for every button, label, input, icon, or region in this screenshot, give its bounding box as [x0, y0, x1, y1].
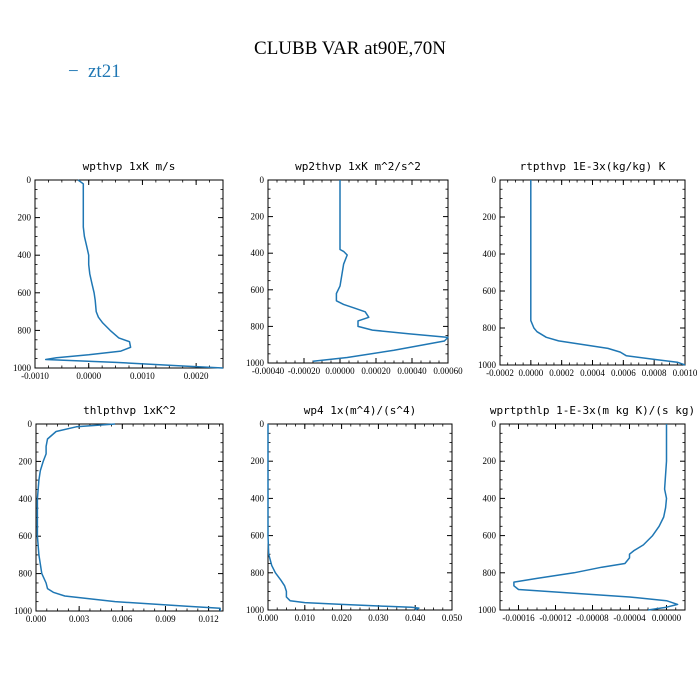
panel-2: wp2thvp 1xK m^2/s^202004006008001000-0.0…	[246, 160, 463, 376]
x-tick-label: 0.0010	[673, 368, 698, 378]
y-tick-label: 200	[251, 212, 265, 222]
panel-3: rtpthvp 1E-3x(kg/kg) K 0 200 400 600 800 1000-…	[478, 160, 698, 378]
x-tick-label: 0.012	[198, 614, 218, 624]
y-tick-label: 200	[19, 456, 33, 466]
y-tick-label: 1000	[478, 605, 497, 615]
series-line-zt21	[530, 180, 686, 366]
x-tick-label: 0.00040	[397, 366, 427, 376]
y-tick-label: 1000	[478, 360, 497, 370]
x-tick-label: -0.00012	[539, 613, 571, 623]
y-tick-label: 800	[18, 325, 32, 335]
y-tick-label: 0	[28, 419, 33, 429]
panel-title: rtpthvp 1E-3x(kg/kg) K	[520, 160, 666, 173]
y-tick-label: 400	[19, 494, 33, 504]
y-tick-label: 800	[251, 321, 265, 331]
x-tick-label: 0.006	[112, 614, 133, 624]
x-tick-label: -0.00040	[252, 366, 285, 376]
y-tick-label: 1000	[14, 606, 33, 616]
y-tick-label: 400	[18, 250, 32, 260]
y-tick-label: 0	[492, 175, 497, 185]
y-tick-label: 400	[251, 493, 265, 503]
y-tick-label: 800	[483, 568, 497, 578]
y-tick-label: 1000	[13, 363, 32, 373]
x-tick-label: 0.040	[405, 613, 426, 623]
y-tick-label: 200	[483, 456, 497, 466]
y-tick-label: 400	[251, 248, 265, 258]
panel-title: wp4 1x(m^4)/(s^4)	[304, 404, 417, 417]
series-line-zt21	[312, 180, 449, 362]
y-tick-label: 200	[251, 456, 265, 466]
legend-label: zt21	[88, 61, 121, 82]
y-tick-label: 0	[260, 175, 265, 185]
y-tick-label: 1000	[246, 358, 265, 368]
x-tick-label: 0.0000	[518, 368, 543, 378]
panel-title: wprtpthlp 1-E-3x(m kg K)/(s kg)	[490, 404, 695, 417]
series-line-zt21	[44, 179, 224, 369]
y-tick-label: 800	[251, 568, 265, 578]
x-tick-label: -0.00016	[502, 613, 535, 623]
legend: − zt21	[68, 61, 121, 82]
y-tick-label: 800	[19, 569, 33, 579]
x-tick-label: 0.0020	[184, 371, 209, 381]
x-tick-label: 0.00000	[652, 613, 682, 623]
x-tick-label: 0.00060	[433, 366, 463, 376]
x-tick-label: 0.0004	[580, 368, 605, 378]
x-tick-label: 0.0006	[611, 368, 636, 378]
x-tick-label: 0.010	[295, 613, 316, 623]
y-tick-label: 600	[483, 286, 497, 296]
panel-6: wprtpthlp 1-E-3x(m kg K)/(s kg) 0 200 400 60…	[478, 404, 695, 623]
x-tick-label: 0.00020	[361, 366, 391, 376]
y-tick-label: 0	[260, 419, 265, 429]
y-tick-label: 200	[18, 213, 32, 223]
y-tick-label: 400	[483, 493, 497, 503]
y-tick-label: 1000	[246, 605, 265, 615]
y-tick-label: 400	[483, 249, 497, 259]
x-tick-label: 0.000	[26, 614, 47, 624]
y-tick-label: 600	[483, 531, 497, 541]
x-tick-label: 0.030	[368, 613, 389, 623]
x-tick-label: -0.0002	[486, 368, 514, 378]
panel-title: thlpthvp 1xK^2	[83, 404, 176, 417]
y-tick-label: 600	[19, 531, 33, 541]
figure-title: CLUBB VAR at90E,70N	[254, 38, 446, 59]
x-tick-label: 0.0008	[642, 368, 667, 378]
x-tick-label: 0.00000	[325, 366, 355, 376]
x-tick-label: -0.00008	[576, 613, 609, 623]
y-tick-label: 600	[18, 288, 32, 298]
x-tick-label: 0.0002	[549, 368, 574, 378]
y-tick-label: 600	[251, 285, 265, 295]
x-tick-label: 0.009	[155, 614, 176, 624]
panel-1: wpthvp 1xK m/s 0 200 400 600 800 1000-0.0010 0.…	[13, 160, 224, 381]
panel-title: wp2thvp 1xK m^2/s^2	[295, 160, 421, 173]
series-line-zt21	[267, 424, 420, 611]
x-tick-label: 0.050	[442, 613, 463, 623]
x-tick-label: -0.0010	[21, 371, 49, 381]
series-line-zt21	[36, 423, 221, 611]
y-tick-label: 0	[27, 175, 32, 185]
x-tick-label: -0.00020	[288, 366, 321, 376]
y-tick-label: 0	[492, 419, 497, 429]
x-tick-label: 0.0010	[130, 371, 155, 381]
x-tick-label: -0.00004	[613, 613, 646, 623]
x-tick-label: 0.000	[258, 613, 279, 623]
x-tick-label: 0.020	[331, 613, 352, 623]
y-tick-label: 600	[251, 531, 265, 541]
x-tick-label: 0.0000	[76, 371, 101, 381]
panel-title: wpthvp 1xK m/s	[83, 160, 176, 173]
series-line-zt21	[513, 424, 679, 611]
x-tick-label: 0.003	[69, 614, 90, 624]
y-tick-label: 200	[483, 212, 497, 222]
y-tick-label: 800	[483, 323, 497, 333]
legend-symbol: −	[68, 61, 79, 82]
